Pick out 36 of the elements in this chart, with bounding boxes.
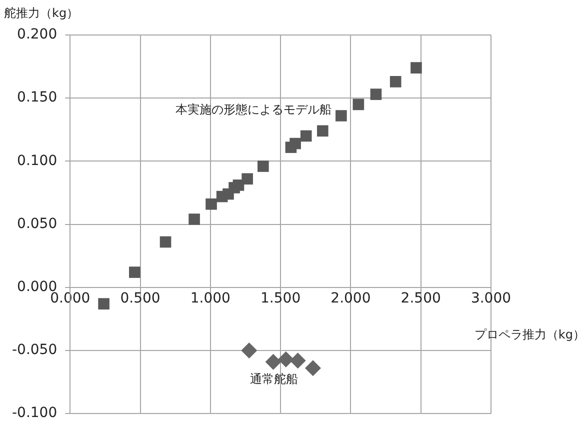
x-tick-label: 3.000 [470,290,512,306]
x-axis-title: プロペラ推力（kg） [474,328,585,342]
point [258,160,269,172]
series-label: 通常舵船 [250,372,298,386]
point [300,130,312,142]
point [242,173,253,185]
point [206,198,217,210]
point [160,236,172,248]
point [410,62,422,74]
y-tick-label: -0.050 [12,342,58,358]
point [352,98,364,110]
x-tick-label: 1.000 [190,290,230,306]
y-tick-label: 0.150 [17,90,58,106]
x-tick-label: 1.500 [260,290,301,306]
y-tick-label: 0.100 [17,152,58,169]
y-tick-label: -0.100 [12,405,58,422]
point [188,214,200,225]
point [290,138,301,150]
x-tick-label: 2.500 [400,290,441,306]
point [290,352,306,369]
point [129,266,140,278]
point [390,76,402,88]
y-tick-label: 0.200 [17,26,58,43]
point [98,298,110,310]
y-axis-title: 舵推力（kg） [4,6,79,20]
point [241,342,258,358]
point [278,351,294,368]
point [316,125,328,137]
x-tick-label: 0.500 [120,290,160,306]
point [304,360,321,376]
point [265,354,282,370]
y-tick-label: 0.050 [17,216,58,232]
series-label: 本実施の形態によるモデル船 [175,102,332,117]
x-tick-label: 2.000 [330,290,371,306]
point [336,110,347,122]
point [370,88,382,100]
